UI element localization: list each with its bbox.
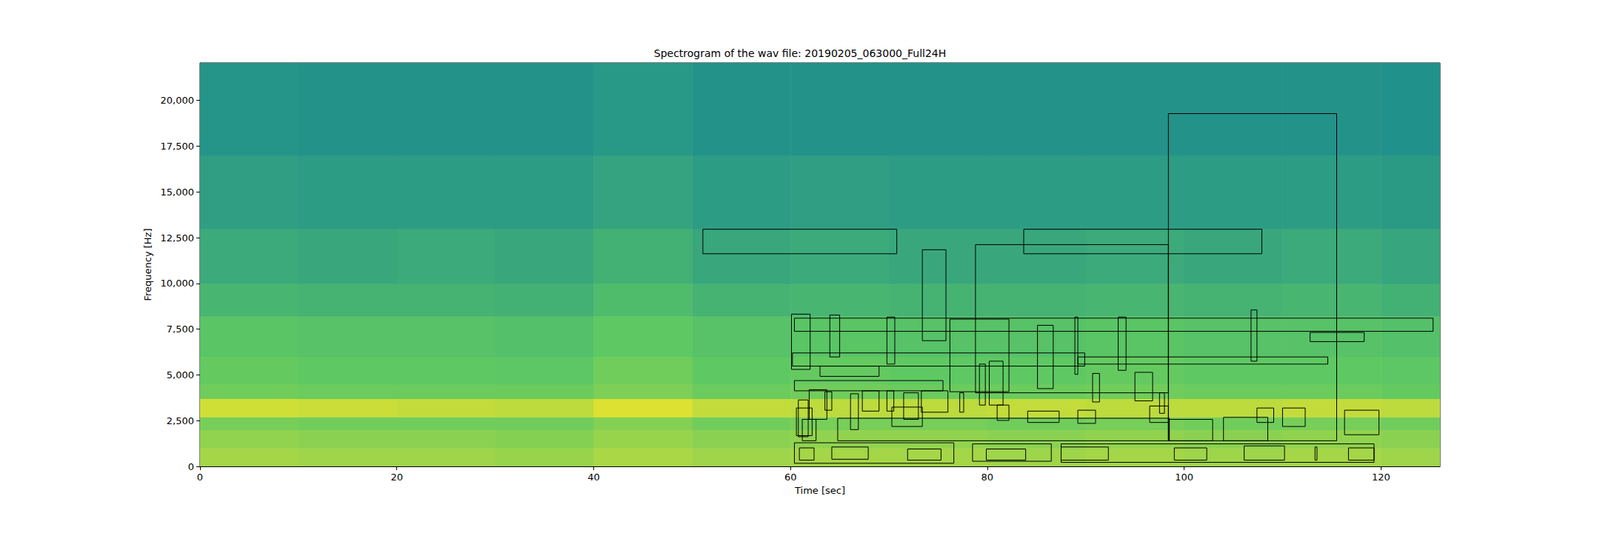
svg-text:100: 100 bbox=[1174, 471, 1194, 483]
svg-text:Spectrogram of the wav file: 2: Spectrogram of the wav file: 20190205_06… bbox=[654, 47, 947, 60]
svg-text:7,500: 7,500 bbox=[166, 323, 195, 335]
svg-text:10,000: 10,000 bbox=[160, 277, 195, 289]
svg-text:40: 40 bbox=[587, 471, 600, 483]
svg-text:0: 0 bbox=[188, 461, 195, 473]
svg-text:80: 80 bbox=[981, 471, 995, 483]
svg-text:0: 0 bbox=[197, 471, 203, 483]
svg-text:20: 20 bbox=[390, 471, 403, 483]
svg-text:Time [sec]: Time [sec] bbox=[794, 485, 846, 497]
svg-text:60: 60 bbox=[784, 471, 798, 483]
svg-text:2,500: 2,500 bbox=[166, 415, 195, 427]
svg-text:17,500: 17,500 bbox=[160, 140, 195, 152]
svg-text:Frequency [Hz]: Frequency [Hz] bbox=[142, 228, 154, 301]
svg-text:15,000: 15,000 bbox=[160, 186, 195, 198]
svg-text:120: 120 bbox=[1371, 471, 1391, 483]
svg-text:5,000: 5,000 bbox=[166, 369, 195, 381]
svg-text:12,500: 12,500 bbox=[160, 232, 195, 244]
svg-text:20,000: 20,000 bbox=[160, 94, 195, 106]
